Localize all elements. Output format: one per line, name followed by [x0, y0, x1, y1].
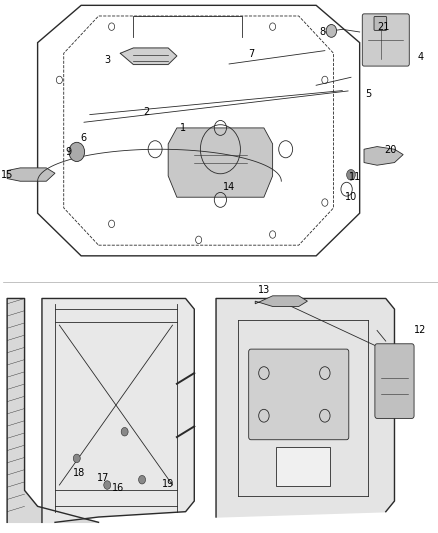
Circle shape — [104, 481, 111, 489]
Text: 10: 10 — [345, 192, 357, 202]
Text: 14: 14 — [223, 182, 235, 191]
Text: 1: 1 — [180, 123, 187, 133]
Text: 17: 17 — [97, 473, 109, 482]
Polygon shape — [120, 48, 177, 64]
FancyBboxPatch shape — [374, 17, 387, 30]
Text: 8: 8 — [320, 27, 326, 37]
Text: 7: 7 — [248, 50, 254, 59]
Text: 11: 11 — [349, 172, 361, 182]
Circle shape — [346, 169, 355, 180]
Text: 3: 3 — [104, 55, 110, 64]
FancyBboxPatch shape — [249, 349, 349, 440]
Circle shape — [121, 427, 128, 436]
Polygon shape — [168, 128, 272, 197]
Text: 15: 15 — [1, 170, 13, 180]
Circle shape — [73, 454, 80, 463]
Text: 12: 12 — [414, 326, 427, 335]
Text: 2: 2 — [143, 107, 149, 117]
FancyBboxPatch shape — [276, 447, 330, 486]
Circle shape — [69, 142, 85, 161]
Text: 4: 4 — [417, 52, 424, 62]
FancyBboxPatch shape — [362, 14, 409, 66]
Circle shape — [326, 25, 336, 37]
Circle shape — [138, 475, 145, 484]
Polygon shape — [7, 298, 99, 522]
Text: 13: 13 — [258, 286, 270, 295]
Text: 18: 18 — [73, 468, 85, 478]
Text: 21: 21 — [378, 22, 390, 31]
Text: 5: 5 — [365, 89, 371, 99]
Text: 6: 6 — [80, 133, 86, 142]
Text: 16: 16 — [112, 483, 124, 492]
Text: 19: 19 — [162, 479, 174, 489]
Text: 9: 9 — [65, 147, 71, 157]
Polygon shape — [216, 298, 395, 517]
Text: 20: 20 — [384, 146, 396, 155]
Polygon shape — [255, 296, 307, 306]
FancyBboxPatch shape — [375, 344, 414, 418]
Polygon shape — [42, 298, 194, 522]
Polygon shape — [364, 147, 403, 165]
Polygon shape — [7, 168, 55, 181]
